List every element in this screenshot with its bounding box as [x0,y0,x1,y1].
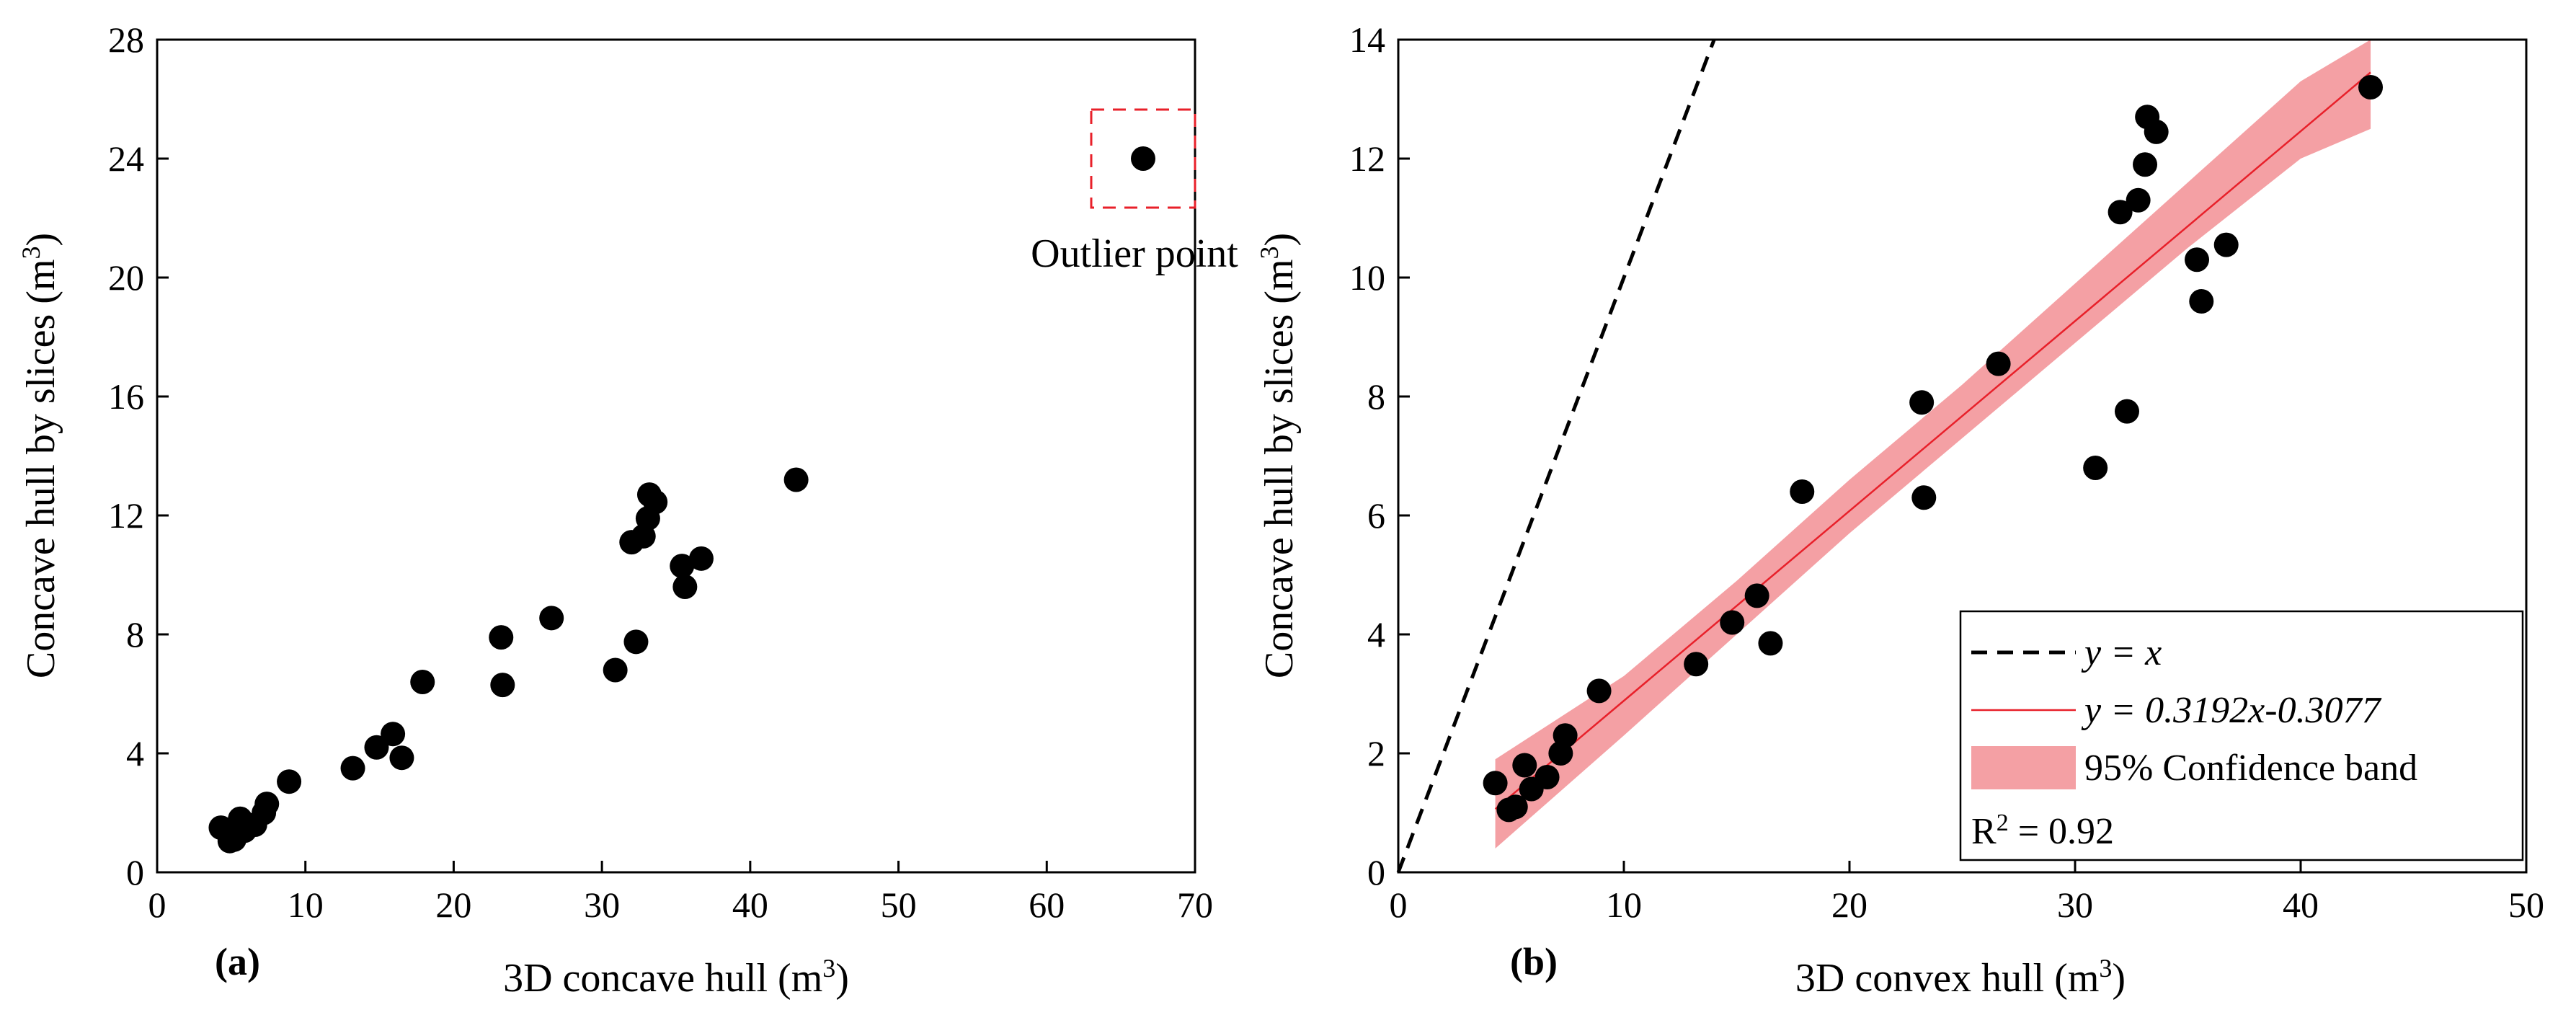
panel-a-data-point [490,673,515,698]
panel-a-x-tick-label: 20 [435,885,471,925]
panel-b-y-tick-label: 10 [1349,257,1385,298]
panel-b-data-point [2133,152,2158,177]
panel-b-x-tick-label: 30 [2057,885,2093,925]
panel-b-data-point [1483,771,1508,796]
panel-a-data-point [277,769,302,794]
panel-b-data-point [2083,456,2108,480]
panel-b-chart: 0 10 20 30 40 50 0 2 4 6 8 10 12 14 (b) 3D convex hu… [1255,19,2544,1001]
panel-a-outlier-box [1090,108,1196,209]
panel-b-y-tick-label: 2 [1367,733,1385,774]
panel-a-y-tick-label: 0 [126,852,144,892]
panel-b-data-point [2108,200,2133,225]
panel-b-data-point [2358,75,2384,99]
panel-a-data-point [688,546,714,571]
panel-a-data-point [783,467,809,492]
panel-b-x-tick-label: 50 [2508,885,2544,925]
panel-b-fit-line [1494,71,2371,810]
panel-b-data-point [2114,399,2139,424]
panel-a-label: (a) [215,940,260,983]
panel-a-x-tick-label: 50 [881,885,917,925]
panel-b-y-tick-label: 4 [1367,614,1385,655]
legend-band-swatch [1971,746,2076,789]
panel-b-y-tick-label: 14 [1349,19,1385,60]
panel-b-data-point [1535,765,1560,789]
panel-a-y-tick-label: 24 [108,138,144,179]
panel-a-data-point [603,657,628,683]
panel-a-outlier-point [1131,146,1155,171]
panel-b-data-point [1553,723,1578,748]
panel-a-data-point [410,670,435,694]
panel-b-data-point [2126,187,2151,213]
panel-a-data-point [381,722,406,747]
panel-b-y-tick-label: 6 [1367,495,1385,536]
panel-b-identity-line [1396,39,1716,873]
panel-a-y-tick-label: 4 [126,733,144,774]
panel-a-data-point [489,625,514,650]
panel-a-chart: 0 10 20 30 40 50 60 70 0 4 8 12 16 20 24 28 Outlier po… [17,19,1238,1001]
panel-a-x-tick-label: 70 [1177,885,1213,925]
panel-a-data-point [364,735,389,760]
panel-b-data-point [1684,652,1709,677]
panel-b-data-point [1790,479,1815,504]
panel-b-label: (b) [1510,940,1558,983]
legend-identity-label: y = x [2081,632,2162,673]
panel-a-data-point [643,489,668,515]
panel-a-y-tick-label: 12 [108,495,144,536]
panel-b-legend: y = x y = 0.3192x-0.3077 95% Confidence … [1959,610,2524,861]
panel-b-x-tick-label: 0 [1390,885,1408,925]
panel-b-data-point [1744,583,1769,608]
panel-b-x-tick-label: 40 [2283,885,2319,925]
panel-a-y-tick-label: 20 [108,257,144,298]
panel-b-y-tick-label: 8 [1367,376,1385,417]
panel-b-data-point [1720,610,1745,635]
panel-b-confidence-band [1495,40,2371,848]
panel-a-data-point [672,575,698,599]
legend-r2-label: R2 = 0.92 [1971,810,2114,853]
panel-a-x-tick-label: 0 [148,885,166,925]
panel-a-data-point [670,554,695,579]
panel-b-x-tick-label: 10 [1606,885,1642,925]
panel-b-plot-frame [1397,38,2528,874]
panel-a-x-tick-label: 60 [1029,885,1065,925]
panel-b-data-point [1503,794,1528,820]
panel-b-data-point [1586,678,1612,704]
legend-band-label: 95% Confidence band [2084,748,2417,789]
panel-b-data-point [1986,351,2011,376]
panel-b-data-point [2185,247,2210,272]
panel-a-data-point [254,792,280,817]
panel-b-data-point [2189,289,2214,314]
panel-b-y-axis-title: Concave hull by slices (m3) [1255,233,1302,678]
panel-a-y-tick-label: 28 [108,19,144,60]
panel-a-x-axis-title: 3D concave hull (m3) [503,954,849,1001]
panel-b-y-tick-label: 12 [1349,138,1385,179]
panel-a-data-point [340,756,365,781]
panel-b-data-point [2144,119,2169,144]
panel-a-y-tick-label: 8 [126,614,144,655]
panel-b-x-tick-label: 20 [1831,885,1867,925]
panel-a-data-point [389,745,414,771]
panel-b-data-point [2213,232,2239,257]
panel-b-data-point [1512,753,1537,778]
panel-a-y-axis-title: Concave hull by slices (m3) [17,233,63,678]
panel-a-x-tick-label: 10 [288,885,324,925]
panel-b-data-point [1909,390,1935,415]
panel-a-data-point [539,606,564,631]
panel-a-data-point [623,629,649,655]
panel-b-y-tick-label: 0 [1367,852,1385,892]
panel-a-x-tick-label: 40 [732,885,768,925]
panel-b-data-point [1911,485,1937,510]
legend-fit-label: y = 0.3192x-0.3077 [2081,690,2382,731]
panel-a-outlier-label: Outlier point [1031,231,1238,276]
panel-b-x-axis-title: 3D convex hull (m3) [1795,954,2126,1001]
panel-a-y-tick-label: 16 [108,376,144,417]
panel-a-x-tick-label: 30 [584,885,620,925]
panel-b-data-point [1758,631,1783,656]
panel-a-plot-frame [156,38,1196,874]
